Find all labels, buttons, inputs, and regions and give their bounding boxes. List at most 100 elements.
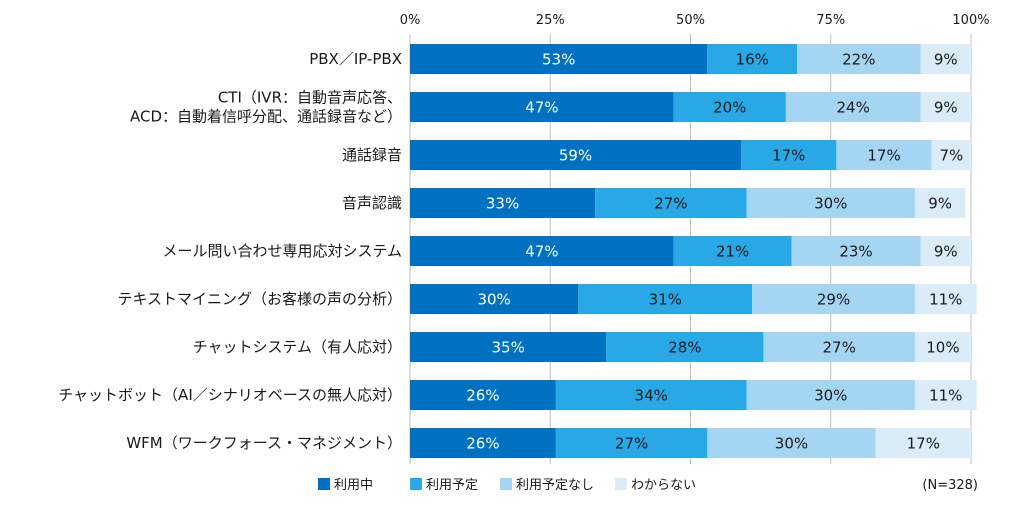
- legend-label: わからない: [631, 478, 696, 493]
- bar-segment: [785, 92, 921, 122]
- bar-segment: [595, 188, 747, 218]
- x-tick-label: 75%: [816, 13, 845, 28]
- legend-swatch: [615, 478, 627, 490]
- data-label: 9%: [928, 195, 952, 213]
- sample-size-note: (N=328): [922, 478, 978, 493]
- data-label: 7%: [939, 147, 963, 165]
- category-label: CTI（IVR：自動音声応答、: [218, 89, 402, 107]
- bars: 53% 16% 22% 9% 47% 20% 24% 9% 59% 17% 17% 7% 33% 27% 3…: [410, 44, 977, 458]
- bar-segment: [920, 44, 971, 74]
- bar-segment: [410, 140, 741, 170]
- data-label: 53%: [542, 51, 575, 69]
- data-label: 30%: [814, 195, 847, 213]
- data-label: 30%: [814, 387, 847, 405]
- category-label: チャットボット（AI／シナリオベースの無人応対）: [58, 386, 402, 404]
- data-label: 17%: [772, 147, 805, 165]
- data-label: 30%: [775, 435, 808, 453]
- data-label: 21%: [716, 243, 749, 261]
- bar-segment: [797, 44, 921, 74]
- data-label: 20%: [713, 99, 746, 117]
- bar-segment: [410, 92, 674, 122]
- bar-segment: [763, 332, 915, 362]
- category-label: チャットシステム（有人応対）: [193, 338, 402, 356]
- legend-label: 利用予定なし: [516, 478, 594, 493]
- bar-segment: [555, 380, 747, 410]
- bar-segment: [606, 332, 764, 362]
- data-label: 59%: [559, 147, 592, 165]
- data-label: 26%: [466, 387, 499, 405]
- bar-segment: [707, 428, 876, 458]
- category-label: 音声認識: [342, 194, 402, 212]
- bar-segment: [914, 380, 977, 410]
- data-label: 28%: [668, 339, 701, 357]
- legend-swatch: [410, 478, 422, 490]
- bar-segment: [875, 428, 971, 458]
- category-label: PBX／IP-PBX: [309, 50, 402, 68]
- data-label: 27%: [822, 339, 855, 357]
- bar-segment: [673, 236, 792, 266]
- data-label: 23%: [839, 243, 872, 261]
- data-label: 11%: [929, 291, 962, 309]
- category-label: テキストマイニング（お客様の声の分析）: [117, 290, 402, 308]
- x-axis-ticks: 0% 25% 50% 75% 100%: [400, 13, 990, 28]
- data-label: 11%: [929, 387, 962, 405]
- bar-segment: [914, 332, 971, 362]
- legend: 利用中 利用予定 利用予定なし わからない: [318, 478, 696, 493]
- bar-segment: [746, 380, 915, 410]
- bar-segment: [920, 92, 971, 122]
- data-label: 30%: [477, 291, 510, 309]
- data-label: 10%: [926, 339, 959, 357]
- bar-segment: [410, 380, 556, 410]
- data-label: 17%: [907, 435, 940, 453]
- bar-segment: [410, 44, 708, 74]
- bar-segment: [673, 92, 786, 122]
- x-tick-label: 50%: [676, 13, 705, 28]
- bar-segment: [836, 140, 932, 170]
- category-label: ACD：自動着信呼分配、通話録音など）: [130, 108, 402, 126]
- data-label: 34%: [635, 387, 668, 405]
- x-tick-label: 100%: [952, 13, 989, 28]
- data-label: 9%: [934, 243, 958, 261]
- x-tick-label: 25%: [536, 13, 565, 28]
- bar-segment: [410, 188, 596, 218]
- bar-segment: [410, 332, 607, 362]
- legend-label: 利用中: [334, 478, 373, 493]
- category-label: メール問い合わせ専用応対システム: [162, 242, 402, 260]
- bar-segment: [740, 140, 837, 170]
- data-label: 16%: [736, 51, 769, 69]
- bar-segment: [914, 284, 977, 314]
- bar-segment: [410, 284, 579, 314]
- data-label: 24%: [837, 99, 870, 117]
- data-label: 33%: [486, 195, 519, 213]
- data-label: 27%: [615, 435, 648, 453]
- data-label: 17%: [867, 147, 900, 165]
- legend-swatch: [318, 478, 330, 490]
- data-label: 35%: [492, 339, 525, 357]
- bar-segment: [410, 236, 674, 266]
- bar-segment: [931, 140, 971, 170]
- data-label: 47%: [525, 243, 558, 261]
- bar-segment: [578, 284, 753, 314]
- bar-segment: [914, 188, 966, 218]
- data-label: 26%: [466, 435, 499, 453]
- bar-segment: [707, 44, 798, 74]
- data-label: 22%: [842, 51, 875, 69]
- bar-segment: [791, 236, 921, 266]
- bar-segment: [920, 236, 971, 266]
- data-label: 27%: [654, 195, 687, 213]
- data-label: 9%: [934, 99, 958, 117]
- legend-swatch: [500, 478, 512, 490]
- data-label: 47%: [525, 99, 558, 117]
- bar-segment: [410, 428, 556, 458]
- category-labels: PBX／IP-PBX CTI（IVR：自動音声応答、ACD：自動着信呼分配、通話録…: [58, 50, 402, 452]
- bar-segment: [752, 284, 915, 314]
- data-label: 31%: [649, 291, 682, 309]
- bar-segment: [746, 188, 915, 218]
- data-label: 29%: [817, 291, 850, 309]
- x-tick-label: 0%: [400, 13, 421, 28]
- bar-segment: [555, 428, 708, 458]
- category-label: 通話録音: [342, 146, 402, 164]
- data-label: 9%: [934, 51, 958, 69]
- category-label: WFM（ワークフォース・マネジメント）: [126, 434, 402, 452]
